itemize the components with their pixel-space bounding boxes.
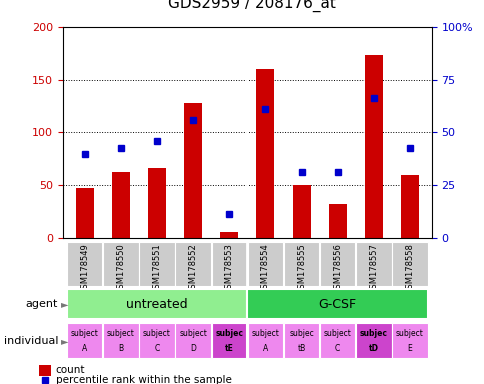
Text: subject: subject <box>251 329 279 338</box>
Text: ►: ► <box>60 336 68 346</box>
Bar <box>112 172 130 238</box>
Text: GSM178550: GSM178550 <box>116 243 125 294</box>
Bar <box>328 204 346 238</box>
Text: GSM178555: GSM178555 <box>296 243 305 294</box>
FancyBboxPatch shape <box>247 242 283 286</box>
FancyBboxPatch shape <box>392 323 427 358</box>
Text: agent: agent <box>26 299 58 310</box>
Text: GSM178558: GSM178558 <box>405 243 414 294</box>
FancyBboxPatch shape <box>66 289 247 319</box>
Text: subjec: subjec <box>359 329 387 338</box>
Text: percentile rank within the sample: percentile rank within the sample <box>56 375 231 384</box>
Text: A: A <box>262 344 268 353</box>
Text: GSM178551: GSM178551 <box>152 243 161 294</box>
FancyBboxPatch shape <box>175 323 211 358</box>
FancyBboxPatch shape <box>103 242 138 286</box>
Bar <box>292 185 310 238</box>
Text: E: E <box>407 344 411 353</box>
Text: GSM178556: GSM178556 <box>333 243 342 294</box>
Text: individual: individual <box>4 336 58 346</box>
FancyBboxPatch shape <box>355 242 391 286</box>
Bar <box>39 365 51 376</box>
Text: GSM178554: GSM178554 <box>260 243 270 294</box>
FancyBboxPatch shape <box>283 242 318 286</box>
Text: subjec: subjec <box>215 329 243 338</box>
Bar <box>364 55 382 238</box>
Bar <box>256 69 274 238</box>
Text: A: A <box>82 344 87 353</box>
FancyBboxPatch shape <box>319 242 355 286</box>
Text: subjec: subjec <box>288 329 313 338</box>
Text: subject: subject <box>143 329 170 338</box>
FancyBboxPatch shape <box>283 323 318 358</box>
Text: subject: subject <box>71 329 98 338</box>
Text: GSM178552: GSM178552 <box>188 243 197 294</box>
Text: ►: ► <box>60 299 68 310</box>
Text: GSM178549: GSM178549 <box>80 243 89 294</box>
FancyBboxPatch shape <box>355 323 391 358</box>
FancyBboxPatch shape <box>319 323 355 358</box>
FancyBboxPatch shape <box>247 323 283 358</box>
FancyBboxPatch shape <box>67 242 102 286</box>
Text: subject: subject <box>323 329 351 338</box>
FancyBboxPatch shape <box>211 242 246 286</box>
Text: subject: subject <box>106 329 135 338</box>
FancyBboxPatch shape <box>211 323 246 358</box>
Text: GDS2959 / 208176_at: GDS2959 / 208176_at <box>168 0 335 12</box>
Text: C: C <box>334 344 340 353</box>
Bar <box>76 189 93 238</box>
Text: GSM178557: GSM178557 <box>369 243 378 294</box>
Text: B: B <box>118 344 123 353</box>
Text: GSM178553: GSM178553 <box>224 243 233 294</box>
Text: G-CSF: G-CSF <box>318 298 356 311</box>
Text: tE: tE <box>225 344 233 353</box>
Text: C: C <box>154 344 159 353</box>
Text: tB: tB <box>297 344 305 353</box>
FancyBboxPatch shape <box>139 323 174 358</box>
FancyBboxPatch shape <box>392 242 427 286</box>
Text: subject: subject <box>179 329 207 338</box>
Text: tD: tD <box>368 344 378 353</box>
FancyBboxPatch shape <box>67 323 102 358</box>
Bar <box>148 168 166 238</box>
FancyBboxPatch shape <box>247 289 427 319</box>
Bar <box>400 175 418 238</box>
FancyBboxPatch shape <box>103 323 138 358</box>
Bar <box>220 232 238 238</box>
Bar <box>184 103 202 238</box>
Text: subject: subject <box>395 329 423 338</box>
Text: count: count <box>56 365 85 375</box>
Text: D: D <box>190 344 196 353</box>
Text: untreated: untreated <box>126 298 187 311</box>
FancyBboxPatch shape <box>175 242 211 286</box>
FancyBboxPatch shape <box>139 242 174 286</box>
